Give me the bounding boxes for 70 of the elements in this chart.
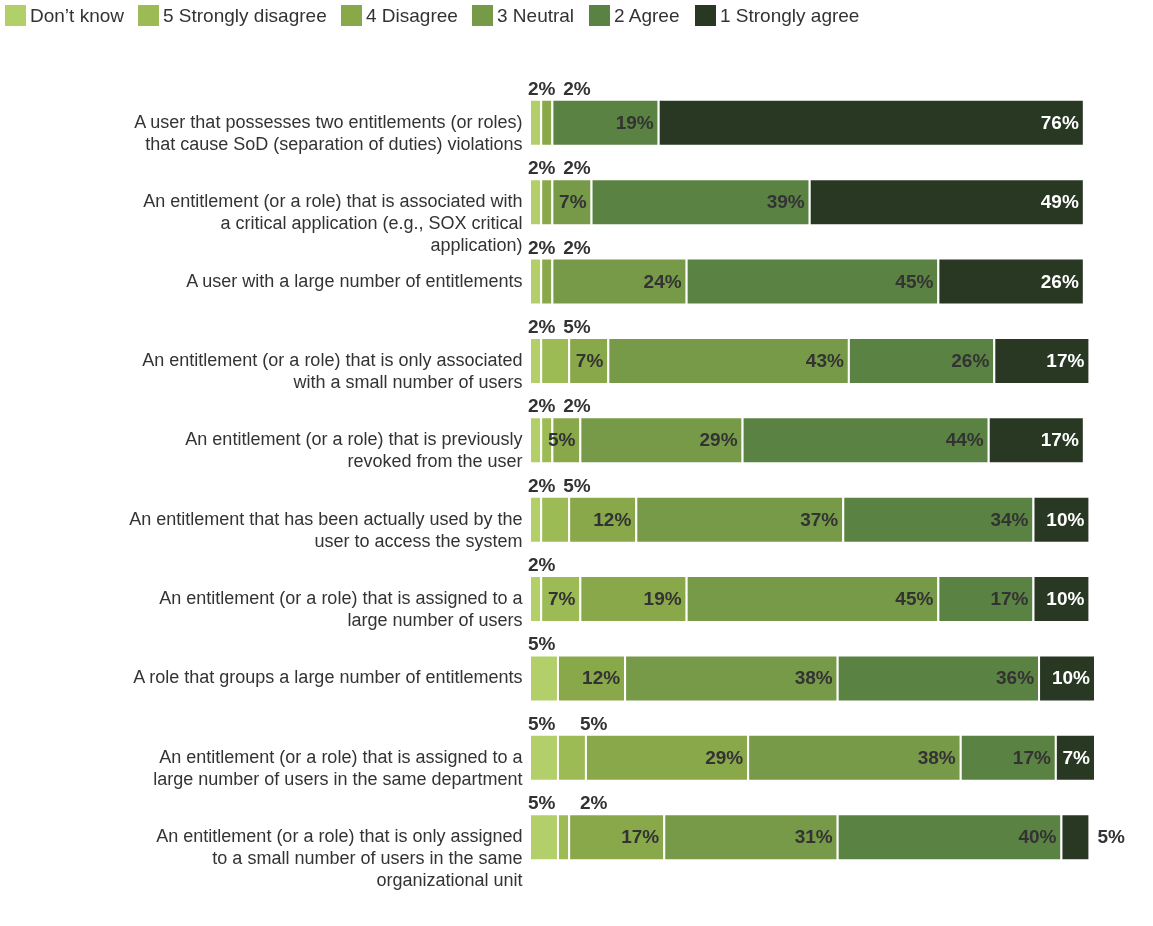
data-label: 12% [593,508,632,530]
data-label: 7% [547,588,576,610]
data-label: 2% [579,792,608,814]
y-tick-label: A user that possesses two entitlements (or roles) that cause SoD (separation of duties) violations [134,111,523,154]
data-label: 7% [559,191,587,213]
data-label: 5% [528,712,556,734]
data-label: 29% [705,746,744,768]
data-label: 19% [643,588,682,610]
data-label: 17% [990,588,1029,610]
data-label: 5% [528,633,556,655]
legend-label: 1 Strongly agree [720,4,860,26]
data-label: 17% [1040,429,1079,451]
legend-label: 3 Neutral [497,4,575,26]
data-label: 17% [1012,746,1051,768]
data-label: 2% [563,236,591,258]
data-label: 26% [1040,270,1079,292]
legend-label: 5 Strongly disagree [163,4,327,26]
data-label: 2% [528,315,556,337]
data-label: 26% [951,349,990,371]
data-label: 36% [996,667,1035,689]
data-label: 40% [1018,826,1057,848]
data-label: 2% [563,157,591,179]
data-label: 37% [800,508,839,530]
y-tick-label: A user with a large number of entitlements [186,270,523,291]
data-label: 17% [621,826,660,848]
data-label: 5% [528,792,556,814]
data-label: 7% [1062,746,1091,768]
data-label: 2% [528,236,556,258]
data-label: 2% [528,474,556,496]
data-label: 10% [1051,667,1091,689]
data-label: 12% [582,667,621,689]
y-tick-label: A role that groups a large number of entitlements [133,667,523,688]
data-label: 5% [579,712,608,734]
data-label: 2% [528,554,556,576]
data-label: 45% [895,588,934,610]
data-label: 45% [895,270,934,292]
data-label: 5% [563,474,591,496]
y-tick-label: An entitlement (or a role) that is previously revoked from the user [185,429,523,472]
y-tick-label: An entitlement (or a role) that is only associated with a small number of users [142,349,523,392]
data-label: 7% [575,349,604,371]
data-label: 44% [945,429,984,451]
data-label: 2% [528,395,556,417]
data-label: 10% [1046,508,1085,530]
data-label: 19% [615,111,654,133]
data-label: 2% [528,157,556,179]
y-tick-label: An entitlement that has been actually used by the user to access the system [129,508,523,551]
data-label: 2% [563,77,591,99]
data-label: 49% [1040,191,1079,213]
data-label: 2% [563,395,591,417]
data-label: 17% [1046,349,1085,371]
data-label: 31% [794,826,833,848]
data-label: 38% [917,746,956,768]
data-label: 5% [563,315,591,337]
legend-label: 4 Disagree [366,4,458,26]
data-label: 76% [1040,111,1079,133]
data-label: 43% [805,349,844,371]
data-label: 24% [643,270,682,292]
data-label: 29% [699,429,738,451]
data-label: 5% [1097,826,1125,848]
data-label: 2% [528,77,556,99]
data-label: 34% [990,508,1029,530]
data-label: 38% [794,667,833,689]
y-tick-label: An entitlement (or a role) that is assigned to a large number of users in the same department [153,746,524,789]
legend-label: Don’t know [30,4,125,26]
data-label: 10% [1046,588,1085,610]
y-tick-label: An entitlement (or a role) that is only assigned to a small number of users in the same organizational unit [156,826,523,891]
y-tick-label: An entitlement (or a role) that is assigned to a large number of users [159,588,524,631]
y-tick-label: An entitlement (or a role) that is associated with a critical application (e.g., SOX critical application) [143,191,523,256]
data-label: 39% [766,191,805,213]
legend-label: 2 Agree [614,4,680,26]
